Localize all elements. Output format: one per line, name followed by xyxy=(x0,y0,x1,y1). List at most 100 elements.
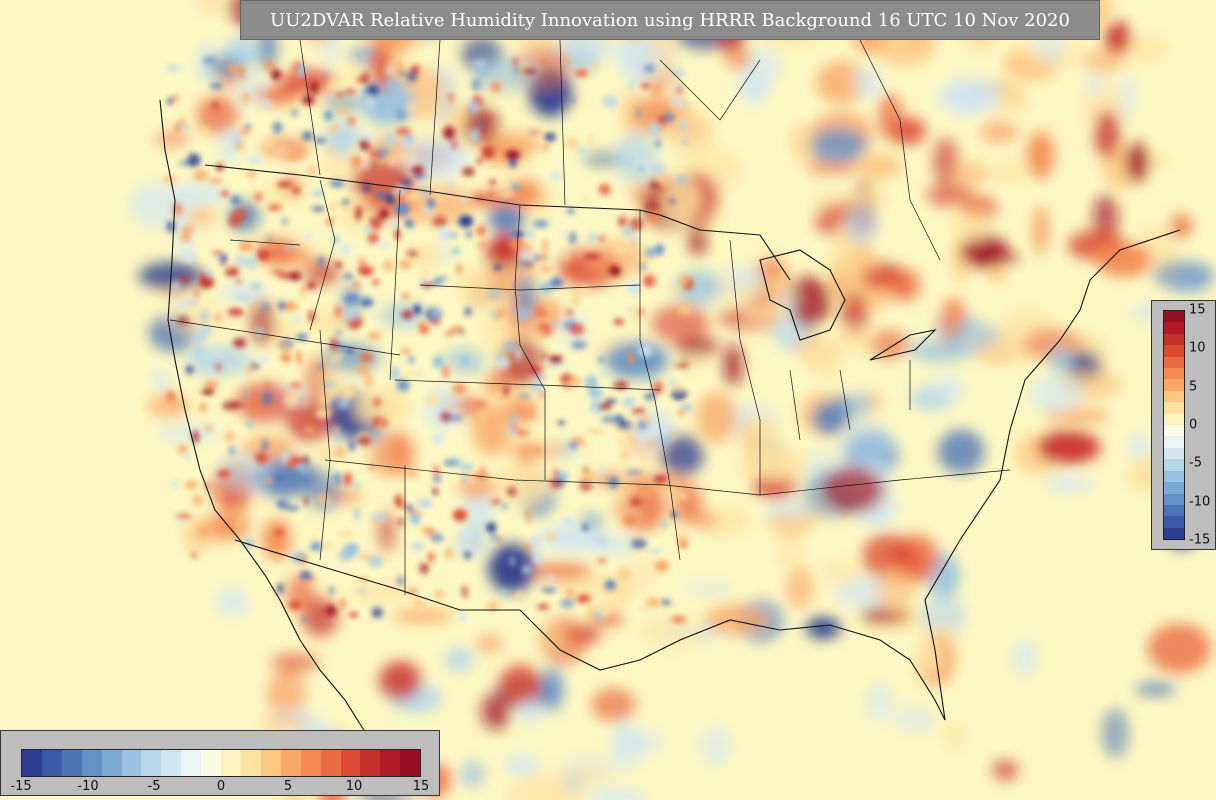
field-detail-blob xyxy=(495,308,506,319)
field-blob xyxy=(979,120,1019,144)
field-detail-blob xyxy=(649,163,666,174)
colorbar-swatch xyxy=(81,750,102,776)
field-detail-blob xyxy=(368,162,378,167)
field-detail-blob xyxy=(344,347,355,354)
field-detail-blob xyxy=(199,401,207,413)
field-detail-blob xyxy=(480,464,485,478)
field-detail-blob xyxy=(238,241,254,252)
field-detail-blob xyxy=(233,207,248,222)
field-detail-blob xyxy=(176,315,189,325)
field-detail-blob xyxy=(409,354,414,365)
field-detail-blob xyxy=(234,521,246,528)
field-detail-blob xyxy=(238,128,252,136)
field-detail-blob xyxy=(578,285,592,297)
field-detail-blob xyxy=(201,388,215,395)
field-detail-blob xyxy=(487,289,502,299)
colorbar-swatch xyxy=(1164,413,1184,426)
field-blob xyxy=(660,435,704,477)
field-blob xyxy=(700,725,732,767)
field-detail-blob xyxy=(329,586,334,594)
field-detail-blob xyxy=(670,198,675,205)
field-detail-blob xyxy=(377,242,391,248)
field-blob xyxy=(992,760,1018,781)
field-detail-blob xyxy=(542,534,558,540)
colorbar-swatch xyxy=(240,750,261,776)
field-detail-blob xyxy=(626,306,633,313)
colorbar-swatch xyxy=(1164,516,1184,528)
field-detail-blob xyxy=(513,57,518,67)
field-detail-blob xyxy=(276,181,293,188)
field-detail-blob xyxy=(304,495,309,507)
field-detail-blob xyxy=(511,228,518,241)
field-detail-blob xyxy=(270,269,285,275)
field-detail-blob xyxy=(568,442,580,449)
h-tick-label: 5 xyxy=(283,779,293,794)
field-detail-blob xyxy=(175,121,181,134)
field-detail-blob xyxy=(464,306,472,317)
field-detail-blob xyxy=(328,353,343,364)
field-blob xyxy=(187,207,217,226)
state-lines xyxy=(169,179,1011,595)
field-detail-blob xyxy=(491,499,501,505)
colorbar-swatch xyxy=(320,750,341,776)
field-detail-blob xyxy=(619,450,630,460)
field-detail-blob xyxy=(359,297,374,308)
field-detail-blob xyxy=(684,496,689,502)
field-detail-blob xyxy=(282,217,288,226)
field-detail-blob xyxy=(621,227,634,237)
field-detail-blob xyxy=(171,281,179,292)
field-detail-blob xyxy=(432,355,444,369)
field-detail-blob xyxy=(592,61,599,68)
field-detail-blob xyxy=(165,64,182,73)
field-detail-blob xyxy=(213,315,223,320)
field-detail-blob xyxy=(387,219,400,229)
field-blob xyxy=(815,61,868,104)
field-detail-blob xyxy=(339,598,346,610)
field-detail-blob xyxy=(491,531,496,542)
field-detail-blob xyxy=(395,127,411,137)
gulf-coast-outline xyxy=(519,609,946,721)
field-detail-blob xyxy=(280,343,293,356)
field-detail-blob xyxy=(549,362,565,367)
field-blob xyxy=(267,668,306,721)
field-detail-blob xyxy=(319,541,336,547)
field-detail-blob xyxy=(267,203,282,212)
colorbar-swatch xyxy=(161,750,182,776)
field-detail-blob xyxy=(481,145,495,160)
field-detail-blob xyxy=(501,180,513,189)
field-detail-blob xyxy=(264,146,277,153)
field-blob xyxy=(271,653,320,673)
field-detail-blob xyxy=(674,363,690,368)
field-detail-blob xyxy=(352,281,360,289)
h-tick-label: -5 xyxy=(147,779,161,794)
field-detail-blob xyxy=(462,585,468,598)
field-blob xyxy=(833,393,853,427)
field-blob xyxy=(166,182,227,207)
field-blob xyxy=(920,594,966,638)
field-blob xyxy=(805,337,844,376)
field-detail-blob xyxy=(343,273,354,279)
field-detail-blob xyxy=(417,371,422,376)
field-blob xyxy=(280,69,336,95)
field-detail-blob xyxy=(475,122,483,130)
field-detail-blob xyxy=(394,203,410,216)
field-blob xyxy=(763,499,812,520)
field-detail-blob xyxy=(336,261,342,268)
field-detail-blob xyxy=(202,57,218,64)
field-blob xyxy=(1126,432,1153,460)
field-detail-blob xyxy=(523,244,533,251)
field-detail-blob xyxy=(357,553,371,560)
field-detail-blob xyxy=(218,470,230,478)
field-detail-blob xyxy=(461,356,469,366)
field-detail-blob xyxy=(469,99,480,112)
field-detail-blob xyxy=(336,106,348,115)
field-detail-blob xyxy=(356,76,365,84)
field-detail-blob xyxy=(302,231,314,240)
field-detail-blob xyxy=(303,455,309,466)
field-detail-blob xyxy=(640,159,653,171)
field-detail-blob xyxy=(371,607,384,618)
field-detail-blob xyxy=(396,379,410,392)
field-detail-blob xyxy=(367,555,384,568)
field-detail-blob xyxy=(357,435,372,446)
